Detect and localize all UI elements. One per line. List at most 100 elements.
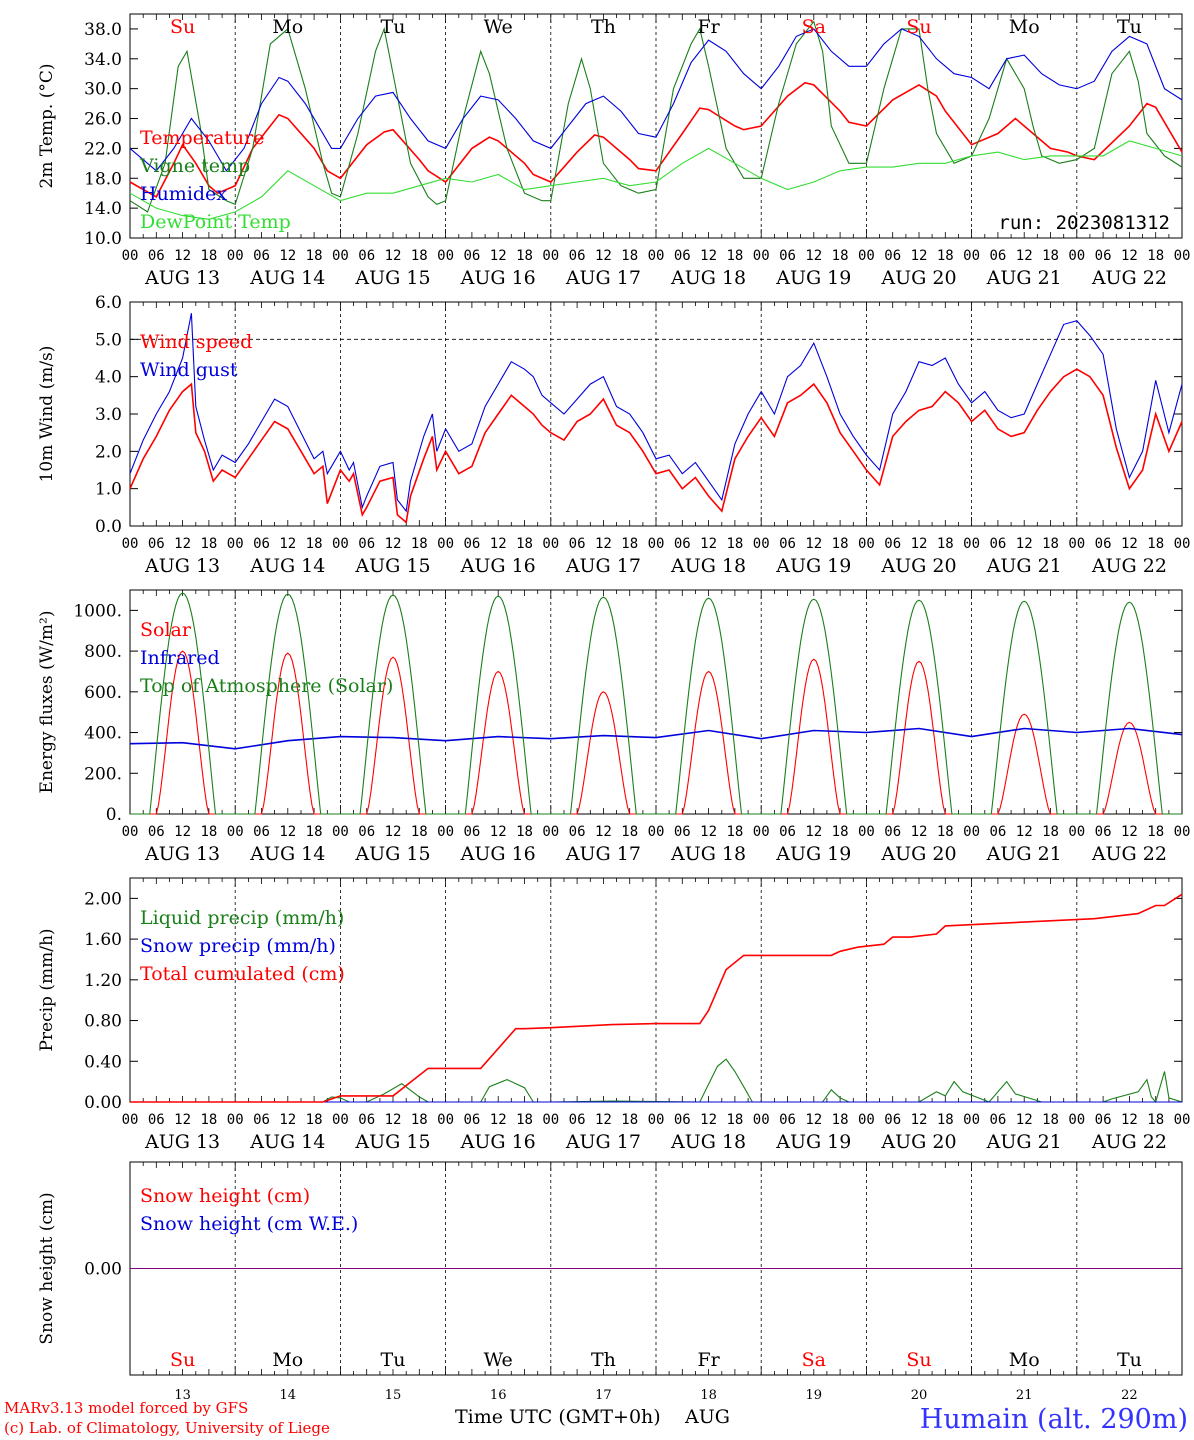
hour-label: 00 (332, 536, 349, 552)
hour-label: 18 (621, 1112, 638, 1128)
legend-entry: Total cumulated (cm) (140, 963, 345, 985)
hour-label: 12 (805, 824, 822, 840)
hour-label: 12 (279, 536, 296, 552)
series-infrared (129, 727, 1183, 750)
hour-label: 12 (490, 248, 507, 264)
date-label: AUG 15 (354, 843, 430, 865)
y-tick-label: 22.0 (84, 139, 122, 159)
hour-label: 00 (542, 536, 559, 552)
panel-frame (129, 589, 1183, 815)
legend-entry: Snow precip (mm/h) (140, 935, 336, 957)
y-tick-label: 2.0 (95, 442, 122, 462)
y-tick-label: 0.0 (95, 517, 122, 537)
hour-label: 18 (411, 1112, 428, 1128)
hour-label: 18 (726, 1112, 743, 1128)
hour-label: 12 (700, 1112, 717, 1128)
day-number: 15 (385, 1388, 402, 1403)
hour-label: 12 (174, 248, 191, 264)
date-label: AUG 20 (880, 1131, 956, 1153)
x-axis-label: Time UTC (GMT+0h) (455, 1406, 661, 1428)
y-tick-label: 800. (84, 642, 122, 662)
date-label: AUG 15 (354, 267, 430, 289)
day-number: 20 (911, 1388, 928, 1403)
hour-label: 00 (648, 824, 665, 840)
hour-label: 06 (674, 248, 691, 264)
hour-label: 00 (437, 248, 454, 264)
day-name: We (484, 16, 513, 38)
hour-label: 06 (884, 536, 901, 552)
y-tick-label: 30.0 (84, 80, 122, 100)
lab-credit: (c) Lab. of Climatology, University of L… (4, 1419, 330, 1437)
hour-label: 18 (1042, 248, 1059, 264)
hour-label: 18 (726, 536, 743, 552)
hour-label: 06 (253, 248, 270, 264)
y-tick-label: 4.0 (95, 368, 122, 388)
day-number: 17 (595, 1388, 612, 1403)
hour-label: 00 (858, 536, 875, 552)
hour-label: 12 (911, 248, 928, 264)
hour-label: 18 (306, 1112, 323, 1128)
day-name: Tu (381, 1349, 406, 1371)
hour-label: 00 (648, 248, 665, 264)
hour-label: 06 (1095, 1112, 1112, 1128)
y-tick-label: 2.00 (84, 889, 122, 909)
date-label: AUG 14 (249, 267, 325, 289)
hour-label: 12 (700, 824, 717, 840)
time-ticks (129, 878, 1183, 1102)
hour-label: 00 (437, 536, 454, 552)
hour-label: 00 (227, 824, 244, 840)
hour-label: 06 (463, 1112, 480, 1128)
y-tick-label: 0.40 (84, 1052, 122, 1072)
y-tick-label: 3.0 (95, 405, 122, 425)
hour-label: 06 (674, 824, 691, 840)
station-label: Humain (alt. 290m) (920, 1404, 1188, 1435)
y-tick-label: 5.0 (95, 330, 122, 350)
hour-label: 00 (1174, 1112, 1191, 1128)
hour-label: 18 (621, 536, 638, 552)
hour-label: 00 (122, 1112, 139, 1128)
hour-label: 18 (937, 824, 954, 840)
hour-label: 12 (490, 1112, 507, 1128)
hour-label: 12 (385, 248, 402, 264)
y-tick-label: 0. (106, 805, 122, 825)
date-label: AUG 18 (670, 555, 746, 577)
y-axis-label: Energy fluxes (W/m²) (37, 611, 57, 794)
hour-label: 18 (832, 824, 849, 840)
hour-label: 18 (200, 248, 217, 264)
hour-label: 12 (174, 824, 191, 840)
hour-label: 06 (358, 824, 375, 840)
run-annotation: run: 2023081312 (998, 212, 1170, 234)
day-name: Su (170, 16, 195, 38)
hour-label: 18 (832, 248, 849, 264)
y-tick-label: 6.0 (95, 293, 122, 313)
day-name: Su (906, 1349, 931, 1371)
legend-entry: Snow height (cm) (140, 1185, 310, 1207)
date-label: AUG 14 (249, 1131, 325, 1153)
hour-label: 00 (1174, 824, 1191, 840)
hour-label: 00 (963, 1112, 980, 1128)
hour-label: 18 (1147, 824, 1164, 840)
series-humidex (129, 28, 1183, 172)
hour-label: 12 (385, 536, 402, 552)
hour-label: 06 (779, 248, 796, 264)
hour-label: 12 (1121, 1112, 1138, 1128)
day-name: Mo (272, 16, 303, 38)
panel-2 (129, 301, 1183, 527)
y-tick-label: 1.20 (84, 971, 122, 991)
time-ticks (129, 1162, 1183, 1375)
y-tick-label: 1.60 (84, 930, 122, 950)
time-ticks (129, 302, 1183, 526)
hour-label: 06 (674, 536, 691, 552)
hour-label: 18 (516, 248, 533, 264)
hour-label: 00 (1068, 824, 1085, 840)
legend-entry: Wind gust (140, 359, 238, 381)
month-label: AUG (684, 1406, 730, 1428)
hour-label: 12 (174, 536, 191, 552)
hour-label: 06 (148, 536, 165, 552)
y-axis-label: Snow height (cm) (37, 1192, 57, 1344)
hour-label: 12 (700, 248, 717, 264)
hour-label: 12 (911, 1112, 928, 1128)
hour-label: 12 (1016, 1112, 1033, 1128)
hour-label: 12 (279, 248, 296, 264)
